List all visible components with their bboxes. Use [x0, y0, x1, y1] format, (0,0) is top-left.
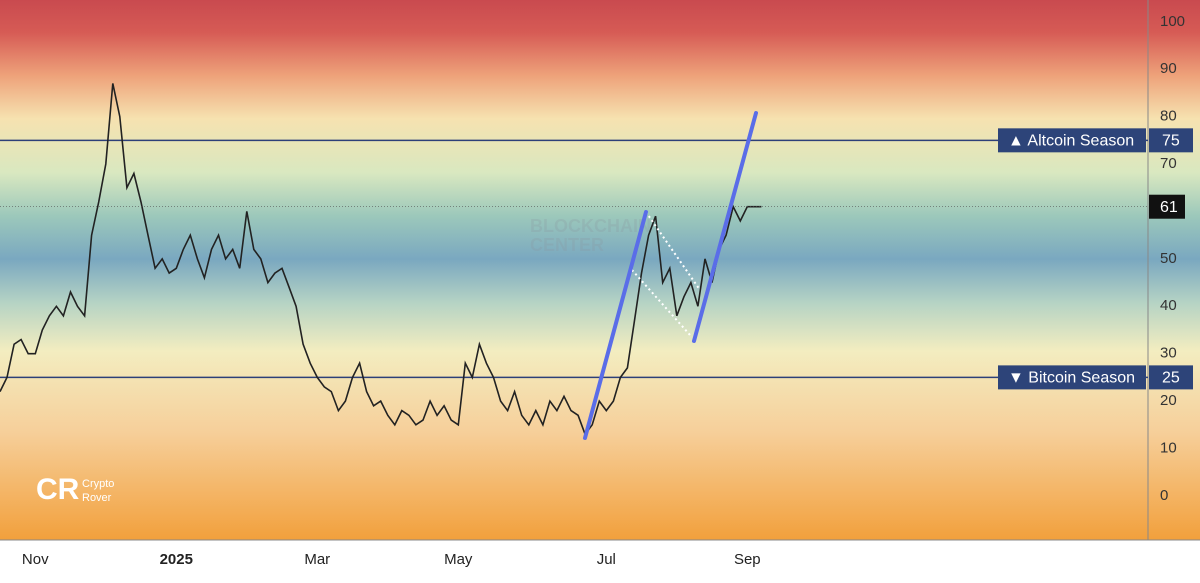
background — [0, 0, 1200, 540]
y-tick-label: 80 — [1160, 108, 1177, 125]
logo: CR Crypto Rover — [36, 473, 114, 506]
logo-text: Rover — [82, 492, 112, 504]
logo-text: Crypto — [82, 478, 114, 490]
reference-value: 75 — [1162, 133, 1180, 150]
y-tick-label: 20 — [1160, 392, 1177, 409]
x-tick-label: Nov — [22, 551, 49, 568]
watermark: BLOCKCHAIN CENTER — [530, 216, 651, 255]
reference-badge — [998, 128, 1146, 153]
last-value-label: 61 — [1160, 199, 1178, 216]
reference-value: 25 — [1162, 370, 1180, 387]
x-tick-label: Mar — [304, 551, 330, 568]
y-tick-label: 30 — [1160, 345, 1177, 362]
y-tick-label: 90 — [1160, 60, 1177, 77]
x-tick-label: Sep — [734, 551, 761, 568]
reference-badge — [998, 365, 1146, 390]
reference-label: ▲ Altcoin Season — [1008, 133, 1134, 150]
trend-line — [692, 111, 758, 343]
y-tick-label: 70 — [1160, 155, 1177, 172]
y-tick-label: 10 — [1160, 439, 1177, 456]
dotted-line — [645, 211, 701, 291]
series-line — [0, 83, 762, 436]
x-tick-label: Jul — [597, 551, 616, 568]
y-tick-label: 50 — [1160, 250, 1177, 267]
reference-label: ▼ Bitcoin Season — [1008, 370, 1135, 387]
y-tick-label: 100 — [1160, 13, 1185, 30]
y-tick-label: 0 — [1160, 487, 1168, 504]
last-value-badge — [1149, 194, 1185, 219]
x-tick-label: May — [444, 551, 473, 568]
trend-line — [583, 210, 648, 440]
x-tick-label: 2025 — [160, 551, 193, 568]
y-tick-label: 40 — [1160, 297, 1177, 314]
watermark-text: BLOCKCHAIN — [530, 216, 651, 236]
reference-value-badge — [1149, 128, 1193, 153]
watermark-text: CENTER — [530, 235, 604, 255]
logo-mark: CR — [36, 473, 80, 506]
annotations — [631, 211, 701, 336]
reference-value-badge — [1149, 365, 1193, 390]
